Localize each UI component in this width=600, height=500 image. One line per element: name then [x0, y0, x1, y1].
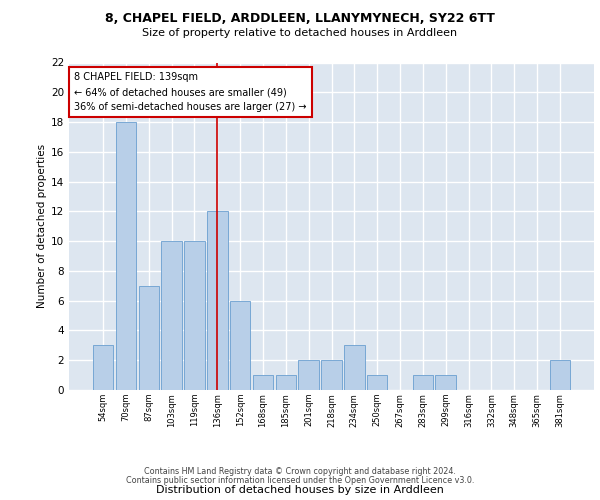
Bar: [321, 360, 342, 390]
Bar: [207, 212, 227, 390]
Bar: [253, 375, 273, 390]
Text: Contains HM Land Registry data © Crown copyright and database right 2024.: Contains HM Land Registry data © Crown c…: [144, 467, 456, 476]
Bar: [139, 286, 159, 390]
Text: Contains public sector information licensed under the Open Government Licence v3: Contains public sector information licen…: [126, 476, 474, 485]
Bar: [93, 346, 113, 390]
Bar: [230, 300, 250, 390]
Bar: [550, 360, 570, 390]
Bar: [344, 346, 365, 390]
Text: Size of property relative to detached houses in Arddleen: Size of property relative to detached ho…: [142, 28, 458, 38]
Bar: [161, 241, 182, 390]
Bar: [436, 375, 456, 390]
Text: Distribution of detached houses by size in Arddleen: Distribution of detached houses by size …: [156, 485, 444, 495]
Text: 8, CHAPEL FIELD, ARDDLEEN, LLANYMYNECH, SY22 6TT: 8, CHAPEL FIELD, ARDDLEEN, LLANYMYNECH, …: [105, 12, 495, 26]
Bar: [367, 375, 388, 390]
Bar: [116, 122, 136, 390]
Bar: [298, 360, 319, 390]
Text: 8 CHAPEL FIELD: 139sqm
← 64% of detached houses are smaller (49)
36% of semi-det: 8 CHAPEL FIELD: 139sqm ← 64% of detached…: [74, 72, 307, 112]
Bar: [413, 375, 433, 390]
Bar: [184, 241, 205, 390]
Bar: [275, 375, 296, 390]
Y-axis label: Number of detached properties: Number of detached properties: [37, 144, 47, 308]
